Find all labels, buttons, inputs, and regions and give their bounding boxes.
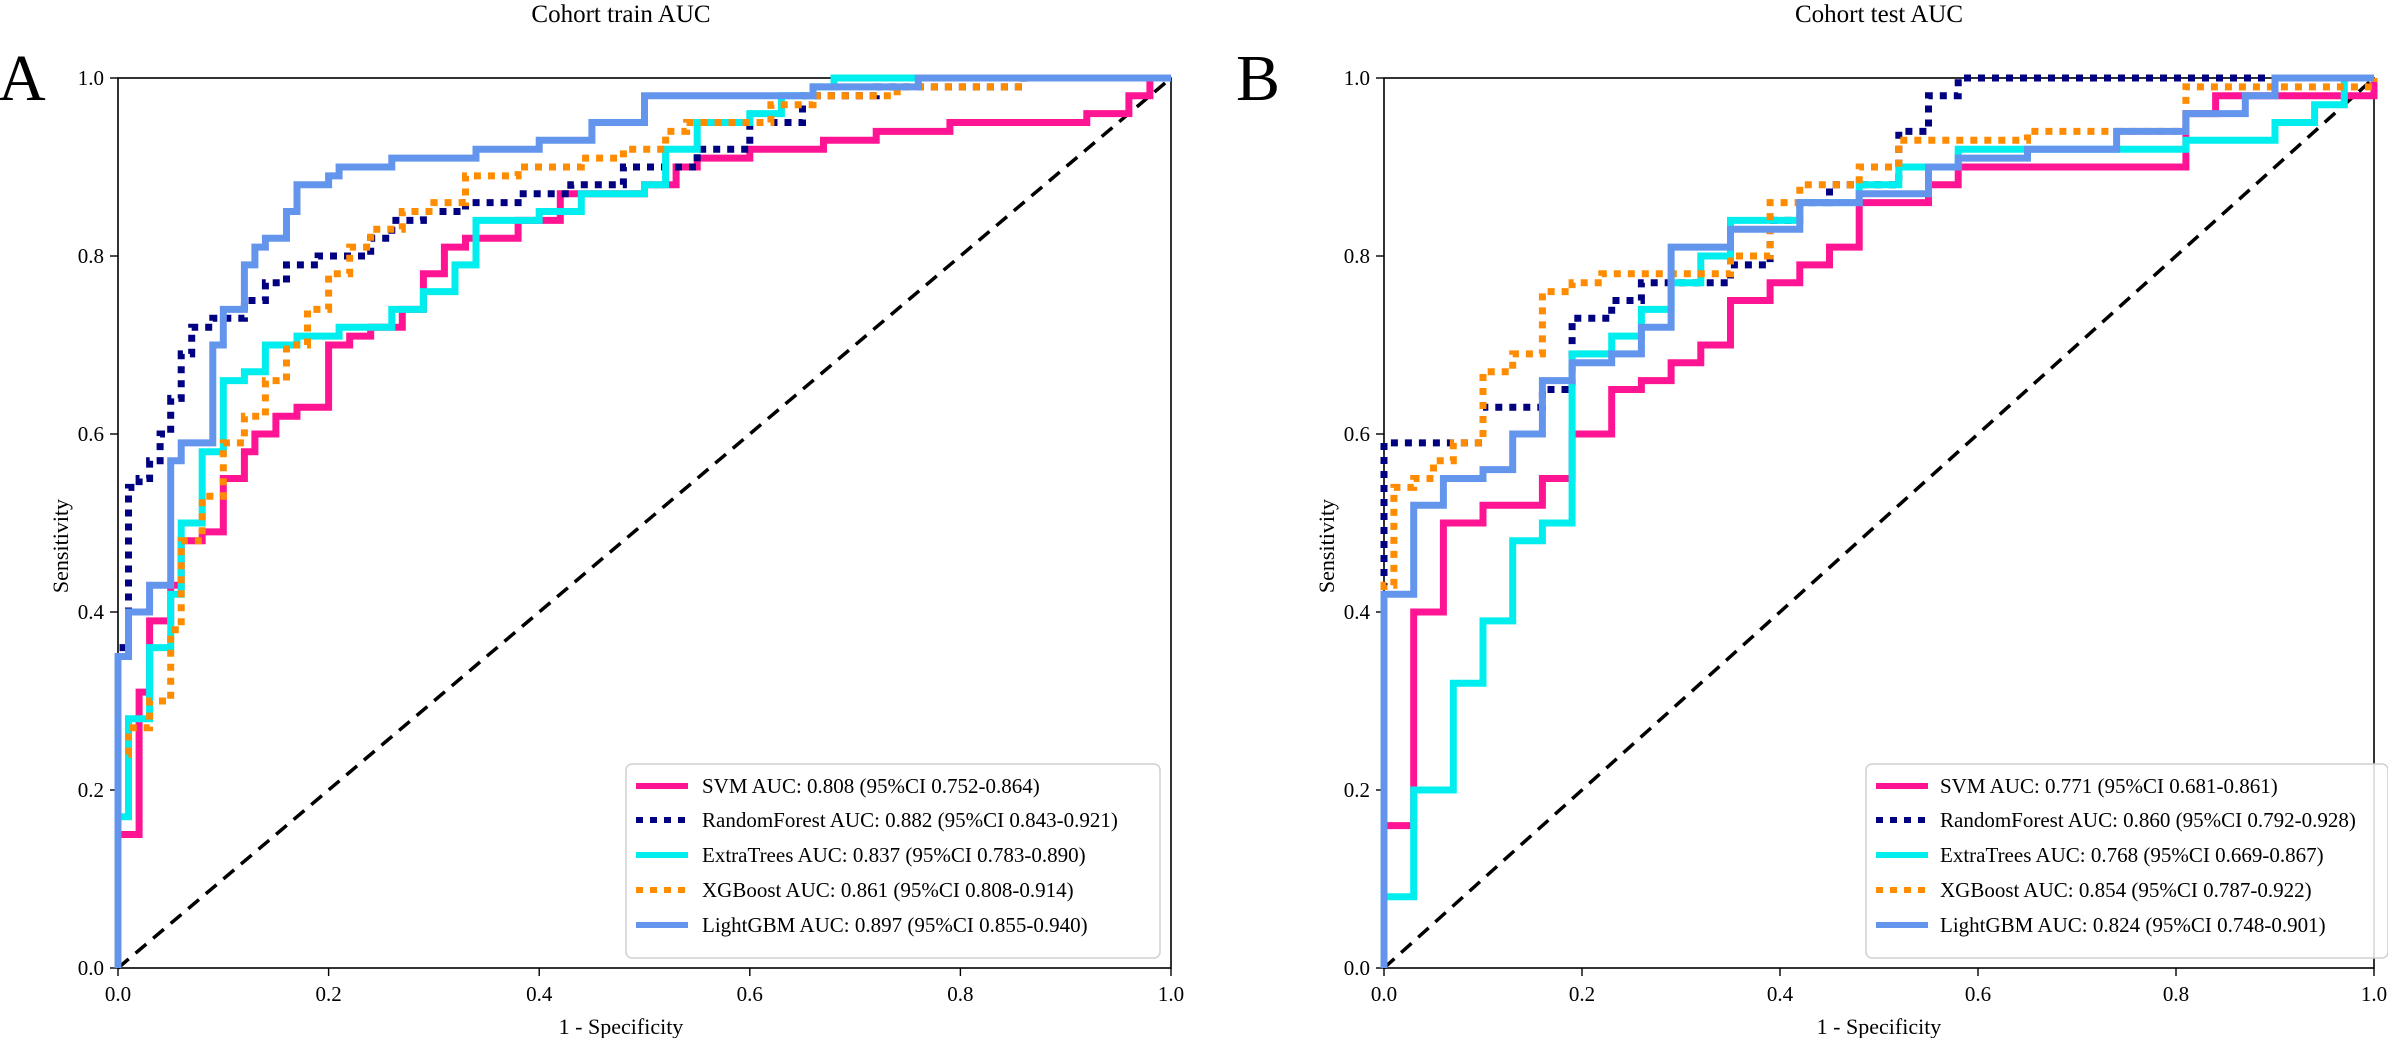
panel-a-y-tick-label: 0.4 <box>78 600 105 624</box>
panel-b-x-tick-label: 0.8 <box>2163 982 2189 1006</box>
panel-b-y-tick-label: 0.6 <box>1344 422 1370 446</box>
panel-a-roc-curve-randomforest <box>114 74 1171 968</box>
panel-b-legend-label-lightgbm: LightGBM AUC: 0.824 (95%CI 0.748-0.901) <box>1940 913 2326 937</box>
panel-a-y-tick-label: 0.0 <box>78 956 104 980</box>
panel-letter-a: A <box>0 42 46 115</box>
panel-b-legend-box <box>1865 763 2388 959</box>
panel-b-legend-label-extratrees: ExtraTrees AUC: 0.768 (95%CI 0.669-0.867… <box>1940 843 2324 867</box>
panel-a-legend-label-randomforest: RandomForest AUC: 0.882 (95%CI 0.843-0.9… <box>702 808 1118 832</box>
panel-b-legend-label-randomforest: RandomForest AUC: 0.860 (95%CI 0.792-0.9… <box>1940 808 2356 832</box>
panel-a-axes-frame <box>117 77 1172 969</box>
panel-b-roc-curve-lightgbm <box>1380 74 2374 968</box>
panel-a-roc-curve-lightgbm <box>114 74 1171 968</box>
panel-a-y-tick-label: 0.2 <box>78 778 104 802</box>
panel-a-y-tick-label: 1.0 <box>78 66 104 90</box>
panel-b-y-axis-label: Sensitivity <box>1314 499 1339 593</box>
panel-a-legend-label-lightgbm: LightGBM AUC: 0.897 (95%CI 0.855-0.940) <box>702 913 1088 937</box>
panel-b-y-tick-label: 0.8 <box>1344 244 1370 268</box>
panel-b-x-tick-label: 0.4 <box>1767 982 1794 1006</box>
panel-a-x-tick-label: 0.0 <box>105 982 131 1006</box>
panel-b-plot-area: 0.0 0.2 0.4 0.6 0.8 1.0 0.0 0.2 0.4 0.6 0.8 1.0 <box>1344 66 2387 1006</box>
panel-a-legend-label-xgboost: XGBoost AUC: 0.861 (95%CI 0.808-0.914) <box>702 878 1074 902</box>
panel-b-x-tick-label: 0.0 <box>1371 982 1397 1006</box>
panel-b-roc-curve-extratrees <box>1380 74 2374 968</box>
panel-a: A Cohort train AUC 0.0 0.2 0.4 0.6 0.8 1.00.0… <box>0 1 1184 1038</box>
panel-a-x-tick-label: 0.4 <box>526 982 553 1006</box>
panel-b-y-tick-label: 0.0 <box>1344 956 1370 980</box>
panel-a-y-tick-label: 0.8 <box>78 244 104 268</box>
panel-b-chance-diagonal <box>1382 76 2376 970</box>
panel-letter-b: B <box>1236 42 1280 115</box>
panel-a-y-tick-label: 0.6 <box>78 422 104 446</box>
panel-a-x-tick-label: 0.2 <box>315 982 341 1006</box>
panel-b-y-tick-label: 1.0 <box>1344 66 1370 90</box>
panel-a-legend-label-extratrees: ExtraTrees AUC: 0.837 (95%CI 0.783-0.890… <box>702 843 1086 867</box>
panel-b-roc-curve-svm <box>1380 78 2378 968</box>
panel-a-legend-label-svm: SVM AUC: 0.808 (95%CI 0.752-0.864) <box>702 774 1040 798</box>
panel-b-x-tick-label: 0.6 <box>1965 982 1991 1006</box>
panel-b-x-tick-label: 0.2 <box>1569 982 1595 1006</box>
panel-a-x-tick-label: 0.6 <box>737 982 763 1006</box>
panel-a-plot-area: 0.0 0.2 0.4 0.6 0.8 1.0 0.0 0.2 0.4 0.6 0.8 1.0 <box>78 66 1184 1006</box>
panel-a-x-axis-label: 1 - Specificity <box>559 1014 684 1038</box>
panel-b-legend-label-xgboost: XGBoost AUC: 0.854 (95%CI 0.787-0.922) <box>1940 878 2312 902</box>
panel-a-y-axis-label: Sensitivity <box>48 499 73 593</box>
panel-a-title: Cohort train AUC <box>531 1 710 28</box>
panel-a-legend: SVM AUC: 0.808 (95%CI 0.752-0.864) Rando… <box>625 763 1161 959</box>
panel-b-y-tick-label: 0.2 <box>1344 778 1370 802</box>
panel-b-y-tick-label: 0.4 <box>1344 600 1371 624</box>
panel-a-roc-curve-xgboost <box>114 74 1171 968</box>
panel-b-roc-curve-xgboost <box>1380 78 2378 968</box>
panel-a-legend-box <box>625 763 1161 959</box>
panel-b-legend-label-svm: SVM AUC: 0.771 (95%CI 0.681-0.861) <box>1940 774 2278 798</box>
panel-b-x-axis-label: 1 - Specificity <box>1817 1014 1942 1038</box>
panel-b-legend: SVM AUC: 0.771 (95%CI 0.681-0.861) Rando… <box>1865 763 2388 959</box>
panel-a-x-tick-label: 0.8 <box>947 982 973 1006</box>
panel-b: B Cohort test AUC 0.0 0.2 0.4 0.6 0.8 1.00.00… <box>1236 1 2388 1038</box>
panel-b-axes-frame <box>1383 77 2375 969</box>
panel-b-x-tick-label: 1.0 <box>2361 982 2387 1006</box>
panel-b-title: Cohort test AUC <box>1795 1 1963 28</box>
panel-a-x-tick-label: 1.0 <box>1158 982 1184 1006</box>
